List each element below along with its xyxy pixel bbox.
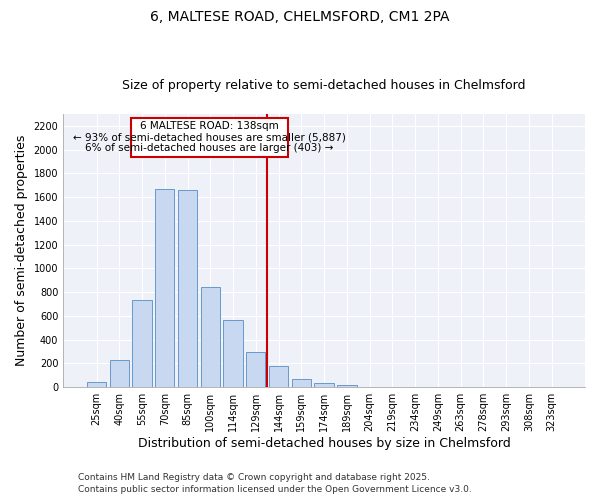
- Text: 6, MALTESE ROAD, CHELMSFORD, CM1 2PA: 6, MALTESE ROAD, CHELMSFORD, CM1 2PA: [150, 10, 450, 24]
- Text: Contains public sector information licensed under the Open Government Licence v3: Contains public sector information licen…: [78, 485, 472, 494]
- Bar: [110, 360, 129, 387]
- Bar: [223, 320, 243, 387]
- Bar: [87, 382, 106, 387]
- Text: ← 93% of semi-detached houses are smaller (5,887): ← 93% of semi-detached houses are smalle…: [73, 132, 346, 142]
- FancyBboxPatch shape: [131, 118, 287, 157]
- Y-axis label: Number of semi-detached properties: Number of semi-detached properties: [15, 135, 28, 366]
- Bar: [314, 383, 334, 387]
- Bar: [155, 189, 175, 387]
- Bar: [292, 380, 311, 387]
- Text: Contains HM Land Registry data © Crown copyright and database right 2025.: Contains HM Land Registry data © Crown c…: [78, 472, 430, 482]
- Bar: [246, 352, 265, 387]
- X-axis label: Distribution of semi-detached houses by size in Chelmsford: Distribution of semi-detached houses by …: [138, 437, 511, 450]
- Bar: [133, 300, 152, 387]
- Bar: [337, 385, 356, 387]
- Text: 6 MALTESE ROAD: 138sqm: 6 MALTESE ROAD: 138sqm: [140, 121, 278, 131]
- Text: 6% of semi-detached houses are larger (403) →: 6% of semi-detached houses are larger (4…: [85, 143, 334, 153]
- Title: Size of property relative to semi-detached houses in Chelmsford: Size of property relative to semi-detach…: [122, 79, 526, 92]
- Bar: [200, 287, 220, 387]
- Bar: [360, 386, 379, 387]
- Bar: [178, 190, 197, 387]
- Bar: [269, 366, 288, 387]
